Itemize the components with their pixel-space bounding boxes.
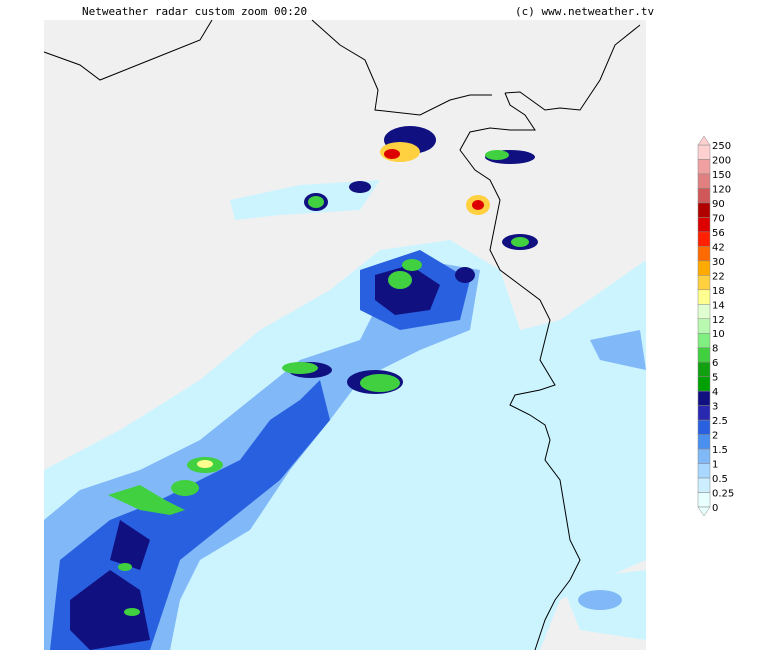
colorbar-label: 6 xyxy=(712,358,718,369)
colorbar-label: 2 xyxy=(712,431,718,442)
colorbar-swatch xyxy=(697,217,711,233)
colorbar-swatch xyxy=(697,492,711,508)
colorbar-label: 90 xyxy=(712,199,725,210)
colorbar-label: 2.5 xyxy=(712,416,728,427)
colorbar-label: 8 xyxy=(712,344,718,355)
colorbar-top-arrow xyxy=(697,135,711,146)
colorbar-label: 12 xyxy=(712,315,725,326)
colorbar-label: 56 xyxy=(712,228,725,239)
colorbar-swatch xyxy=(697,260,711,276)
colorbar-label: 4 xyxy=(712,387,718,398)
colorbar-label: 1 xyxy=(712,460,718,471)
colorbar-swatch xyxy=(697,275,711,291)
colorbar-label: 42 xyxy=(712,242,725,253)
colorbar-swatch xyxy=(697,463,711,479)
colorbar-swatch xyxy=(697,405,711,421)
colorbar-swatch xyxy=(697,419,711,435)
colorbar-label: 150 xyxy=(712,170,731,181)
colorbar-swatch xyxy=(697,318,711,334)
radar-map xyxy=(43,19,646,651)
colorbar-label: 120 xyxy=(712,184,731,195)
colorbar-label: 250 xyxy=(712,141,731,152)
colorbar-swatch xyxy=(697,347,711,363)
colorbar-bottom-arrow xyxy=(697,506,711,517)
colorbar-label: 0.25 xyxy=(712,489,734,500)
colorbar-swatch xyxy=(697,231,711,247)
colorbar-label: 200 xyxy=(712,155,731,166)
colorbar-swatch xyxy=(697,202,711,218)
credit: (c) www.netweather.tv xyxy=(515,5,654,18)
colorbar-swatch xyxy=(697,173,711,189)
colorbar-label: 0.5 xyxy=(712,474,728,485)
colorbar-label: 70 xyxy=(712,213,725,224)
colorbar-swatch xyxy=(697,144,711,160)
colorbar-label: 30 xyxy=(712,257,725,268)
colorbar-swatch xyxy=(697,448,711,464)
colorbar-label: 5 xyxy=(712,373,718,384)
colorbar-swatch xyxy=(697,361,711,377)
colorbar-swatch xyxy=(697,390,711,406)
colorbar-swatch xyxy=(697,477,711,493)
colorbar: 25020015012090705642302218141210865432.5… xyxy=(697,135,734,517)
colorbar-label: 18 xyxy=(712,286,725,297)
colorbar-swatch xyxy=(697,159,711,175)
map-title: Netweather radar custom zoom 00:20 xyxy=(82,5,307,18)
colorbar-swatch xyxy=(697,304,711,320)
colorbar-swatch xyxy=(697,289,711,305)
colorbar-swatch xyxy=(697,434,711,450)
colorbar-label: 10 xyxy=(712,329,725,340)
colorbar-swatch xyxy=(697,188,711,204)
colorbar-label: 22 xyxy=(712,271,725,282)
colorbar-swatch xyxy=(697,246,711,262)
colorbar-swatch xyxy=(697,332,711,348)
colorbar-label: 0 xyxy=(712,503,718,514)
colorbar-label: 14 xyxy=(712,300,725,311)
colorbar-label: 1.5 xyxy=(712,445,728,456)
colorbar-label: 3 xyxy=(712,402,718,413)
colorbar-swatch xyxy=(697,376,711,392)
coastline xyxy=(43,19,641,651)
precip-intense xyxy=(197,142,490,468)
